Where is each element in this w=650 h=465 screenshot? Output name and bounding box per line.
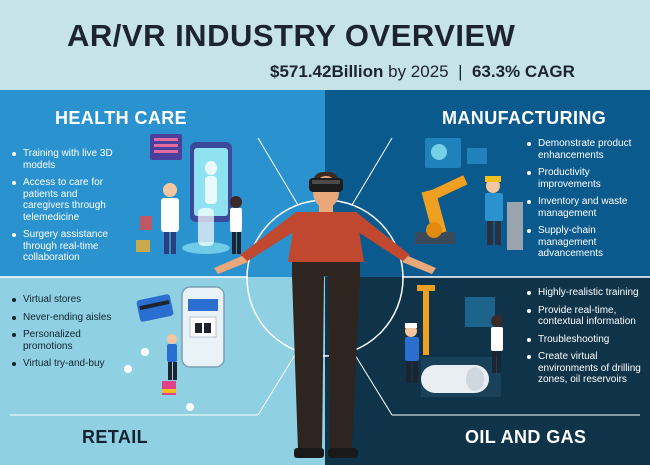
lungs-icon [140, 216, 152, 230]
list-item: Access to care for patients and caregive… [12, 177, 124, 223]
retail-illustration [124, 286, 225, 411]
list-item: Demonstrate product enhancements [527, 138, 647, 161]
list-item: Never-ending aisles [12, 312, 112, 324]
oil-gas-title: OIL AND GAS [465, 427, 587, 447]
retail-list: Virtual stores Never-ending aisles Perso… [12, 294, 112, 376]
manufacturing-panel: MANUFACTURING Demonstrate product enhanc… [325, 90, 650, 277]
market-year: by 2025 [383, 62, 449, 81]
page-title: AR/VR INDUSTRY OVERVIEW [67, 18, 516, 53]
health-care-title: HEALTH CARE [55, 108, 188, 128]
list-item: Virtual try-and-buy [12, 358, 112, 370]
nurse-icon [230, 196, 242, 208]
list-item: Inventory and waste management [527, 196, 647, 219]
vr-user-icon [214, 172, 436, 458]
summary-divider: | [458, 62, 463, 81]
retail-title: RETAIL [82, 427, 149, 447]
manufacturing-illustration [415, 138, 523, 250]
retail-panel: RETAIL Virtual stores Never-ending aisle… [0, 277, 325, 465]
health-care-illustration [136, 134, 242, 254]
shopper-icon [167, 334, 177, 344]
drilling-tower-icon [423, 285, 429, 355]
market-value: $571.42Billion [270, 62, 384, 81]
list-item: Provide real-time, contextual informatio… [527, 305, 647, 328]
list-item: Personalized promotions [12, 329, 112, 352]
oil-gas-list: Highly-realistic training Provide real-t… [527, 287, 647, 392]
oil-gas-panel: OIL AND GAS Highly-realistic training Pr… [325, 277, 650, 465]
header: AR/VR INDUSTRY OVERVIEW $571.42Billion b… [0, 0, 650, 90]
list-item: Training with live 3D models [12, 148, 124, 171]
list-item: Troubleshooting [527, 334, 647, 346]
list-item: Create virtual environments of drilling … [527, 351, 647, 386]
health-care-panel: HEALTH CARE Training with live 3D models… [0, 90, 325, 277]
machine-icon [507, 202, 523, 250]
robot-arm-icon [415, 232, 455, 244]
list-item: Supply-chain management advancements [527, 225, 647, 260]
oil-gas-illustration [405, 285, 503, 397]
list-item: Surgery assistance through real-time col… [12, 229, 124, 264]
market-summary: $571.42Billion by 2025 | 63.3% CAGR [270, 62, 575, 82]
manufacturing-list: Demonstrate product enhancements Product… [527, 138, 647, 266]
engineer-icon [486, 179, 500, 193]
doctor-icon [163, 183, 177, 197]
manufacturing-title: MANUFACTURING [442, 108, 607, 128]
engineer-woman-icon [491, 315, 503, 327]
list-item: Highly-realistic training [527, 287, 647, 299]
list-item: Virtual stores [12, 294, 112, 306]
list-item: Productivity improvements [527, 167, 647, 190]
market-cagr: 63.3% CAGR [471, 62, 575, 81]
hologram-display-icon [465, 297, 495, 327]
health-care-list: Training with live 3D models Access to c… [12, 148, 124, 270]
